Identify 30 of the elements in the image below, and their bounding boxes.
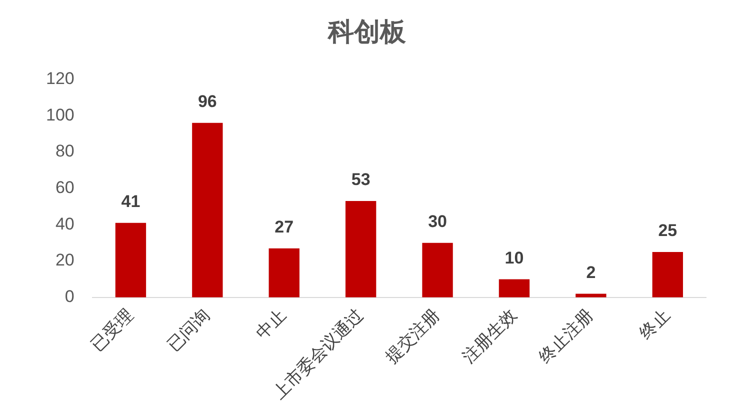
data-label: 96 [198, 92, 217, 112]
data-label: 53 [351, 170, 370, 190]
x-tick-label: 提交注册 [382, 305, 444, 368]
y-tick-label: 0 [64, 287, 74, 306]
data-label: 10 [504, 248, 524, 268]
bar [192, 122, 223, 298]
bar [268, 248, 300, 298]
data-label: 27 [274, 218, 294, 237]
x-tick-label: 终止 [636, 305, 674, 344]
y-tick-label: 40 [55, 214, 74, 234]
data-label: 2 [586, 262, 596, 282]
y-tick-label: 120 [46, 68, 74, 88]
x-tick-label: 注册生效 [458, 305, 521, 368]
x-tick-label: 已问询 [164, 305, 214, 356]
data-label: 30 [428, 212, 447, 232]
y-tick-label: 60 [55, 178, 74, 197]
bar [652, 252, 683, 298]
bar [422, 242, 453, 298]
data-label: 41 [121, 192, 140, 212]
bar [115, 222, 146, 298]
y-tick-label: 80 [55, 142, 74, 161]
bar [345, 201, 376, 298]
y-tick-label: 100 [46, 105, 74, 124]
bar [498, 279, 530, 298]
x-tick-label: 已受理 [87, 305, 138, 356]
y-tick-label: 20 [55, 250, 74, 270]
data-label: 25 [658, 221, 678, 240]
chart-title: 科创板 [327, 17, 407, 48]
x-tick-label: 中止 [252, 305, 291, 344]
x-tick-label: 终止注册 [535, 305, 598, 368]
